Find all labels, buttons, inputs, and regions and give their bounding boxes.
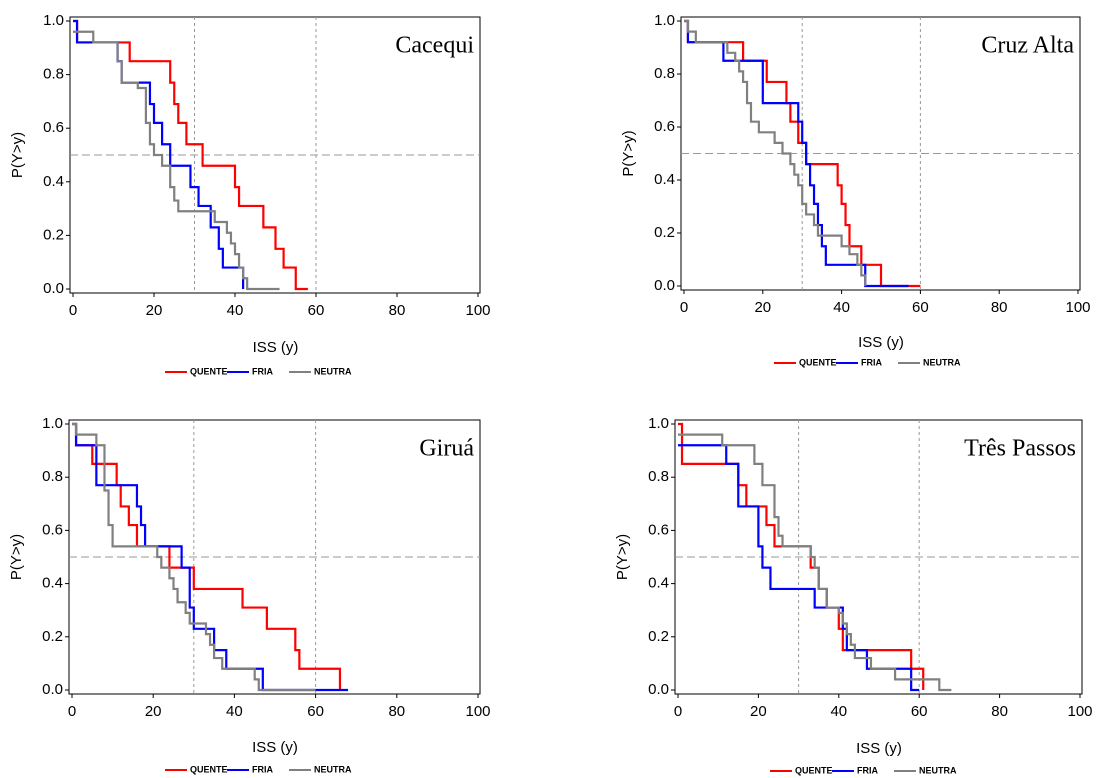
y-axis-label: P(Y>y) — [9, 132, 26, 178]
y-tick-label: 0.4 — [42, 575, 63, 592]
y-tick-label: 1.0 — [42, 415, 63, 432]
survival-curve — [678, 433, 952, 692]
legend-label: FRIA — [252, 764, 273, 774]
chart-title: Giruá — [419, 436, 474, 462]
y-tick-label: 0.0 — [42, 681, 63, 698]
legend-label: NEUTRA — [919, 765, 957, 775]
chart-title: Cruz Alta — [981, 33, 1074, 59]
y-tick-label: 0.8 — [43, 66, 64, 83]
y-axis-label: P(Y>y) — [8, 534, 25, 580]
x-tick-label: 20 — [145, 703, 162, 720]
y-tick-label: 0.2 — [42, 628, 63, 645]
legend-label: NEUTRA — [923, 357, 961, 367]
y-tick-label: 0.8 — [648, 468, 669, 485]
y-tick-label: 0.4 — [648, 575, 669, 592]
y-tick-label: 0.0 — [43, 280, 64, 297]
x-tick-label: 100 — [465, 703, 490, 720]
survival-curve — [72, 422, 316, 692]
legend-label: FRIA — [252, 366, 273, 376]
y-axis-label: P(Y>y) — [620, 130, 637, 176]
x-axis-label: ISS (y) — [856, 740, 902, 757]
y-tick-label: 1.0 — [648, 415, 669, 432]
survival-curve — [73, 30, 280, 291]
x-tick-label: 40 — [830, 703, 847, 720]
legend-label: QUENTE — [190, 764, 228, 774]
y-tick-label: 0.2 — [648, 628, 669, 645]
y-tick-label: 0.2 — [654, 224, 675, 241]
x-tick-label: 60 — [308, 302, 325, 319]
legend-label: NEUTRA — [314, 366, 352, 376]
y-tick-label: 1.0 — [43, 12, 64, 29]
x-tick-label: 40 — [227, 302, 244, 319]
x-tick-label: 100 — [1067, 703, 1092, 720]
chart-title: Cacequi — [395, 33, 474, 59]
legend-label: FRIA — [861, 357, 882, 367]
y-tick-label: 0.6 — [43, 119, 64, 136]
survival-curve — [684, 19, 909, 288]
y-tick-label: 0.4 — [43, 173, 64, 190]
y-tick-label: 1.0 — [654, 12, 675, 29]
chart-title: Três Passos — [964, 436, 1076, 462]
y-tick-label: 0.8 — [654, 65, 675, 82]
y-tick-label: 0.2 — [43, 226, 64, 243]
x-tick-label: 80 — [388, 703, 405, 720]
x-tick-label: 0 — [68, 703, 76, 720]
y-tick-label: 0.6 — [648, 521, 669, 538]
x-tick-label: 40 — [226, 703, 243, 720]
x-tick-label: 100 — [465, 302, 490, 319]
y-tick-label: 0.6 — [42, 521, 63, 538]
survival-curve — [684, 19, 867, 286]
y-tick-label: 0.0 — [654, 277, 675, 294]
legend-label: NEUTRA — [314, 764, 352, 774]
x-tick-label: 40 — [833, 299, 850, 316]
x-axis-label: ISS (y) — [858, 334, 904, 351]
x-tick-label: 60 — [307, 703, 324, 720]
x-axis-label: ISS (y) — [253, 339, 299, 356]
y-tick-label: 0.6 — [654, 118, 675, 135]
survival-curve — [678, 444, 920, 692]
legend-label: QUENTE — [795, 765, 833, 775]
y-tick-label: 0.0 — [648, 681, 669, 698]
survival-curve — [72, 422, 349, 692]
x-tick-label: 80 — [991, 703, 1008, 720]
y-tick-label: 0.4 — [654, 171, 675, 188]
x-tick-label: 20 — [146, 302, 163, 319]
x-tick-label: 80 — [389, 302, 406, 319]
x-tick-label: 0 — [680, 299, 688, 316]
legend-label: QUENTE — [799, 357, 837, 367]
x-tick-label: 20 — [754, 299, 771, 316]
legend-label: QUENTE — [190, 366, 228, 376]
x-tick-label: 0 — [674, 703, 682, 720]
x-axis-label: ISS (y) — [252, 739, 298, 756]
x-tick-label: 60 — [912, 299, 929, 316]
y-axis-label: P(Y>y) — [614, 534, 631, 580]
x-tick-label: 100 — [1065, 299, 1090, 316]
legend-label: FRIA — [857, 765, 878, 775]
x-tick-label: 60 — [911, 703, 928, 720]
x-tick-label: 0 — [69, 302, 77, 319]
y-tick-label: 0.8 — [42, 468, 63, 485]
x-tick-label: 80 — [991, 299, 1008, 316]
x-tick-label: 20 — [750, 703, 767, 720]
survival-curve — [73, 19, 308, 291]
